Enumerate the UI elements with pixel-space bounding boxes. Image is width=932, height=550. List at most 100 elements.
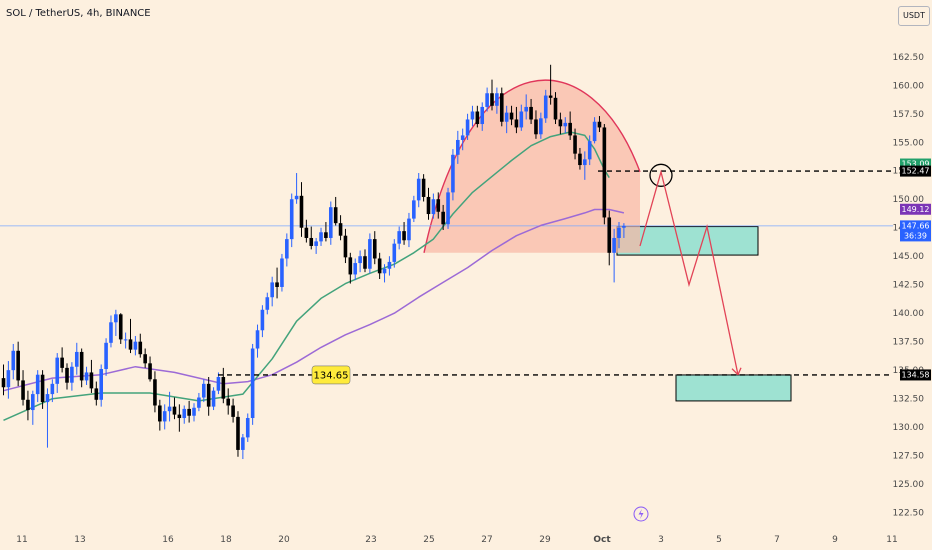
candle-body bbox=[70, 366, 74, 383]
ema-slow-line bbox=[3, 208, 625, 392]
y-tick-label: 155.00 bbox=[893, 138, 925, 148]
candle-body bbox=[250, 348, 255, 419]
y-tick-label: 127.50 bbox=[893, 452, 925, 462]
currency-button[interactable]: USDT bbox=[898, 6, 930, 26]
resistance-price-tag bbox=[900, 165, 931, 177]
candle-body bbox=[539, 118, 543, 135]
candle-body bbox=[162, 411, 167, 422]
candle-body bbox=[304, 227, 309, 238]
x-tick-label: Oct bbox=[593, 535, 611, 545]
x-tick-label: 23 bbox=[365, 535, 376, 545]
x-tick-label: 3 bbox=[658, 535, 664, 545]
candle-body bbox=[216, 377, 221, 391]
candle-body bbox=[368, 239, 372, 269]
candle-body bbox=[499, 93, 504, 122]
candle-body bbox=[353, 263, 358, 275]
candle-body bbox=[206, 383, 211, 407]
candle-body bbox=[328, 207, 333, 238]
candle-body bbox=[21, 380, 25, 400]
candle-body bbox=[45, 394, 50, 403]
candle-body bbox=[79, 351, 84, 381]
candle-body bbox=[255, 330, 260, 349]
candle-body bbox=[143, 354, 147, 364]
y-tick-label: 157.50 bbox=[893, 110, 925, 120]
candle-body bbox=[617, 227, 621, 238]
candle-body bbox=[50, 383, 55, 395]
candle-body bbox=[309, 237, 314, 246]
candle-body bbox=[314, 241, 318, 246]
candle-body bbox=[382, 268, 387, 274]
candle-body bbox=[128, 339, 133, 350]
candle-body bbox=[397, 231, 401, 244]
x-tick-label: 9 bbox=[832, 535, 838, 545]
candle-body bbox=[289, 199, 294, 240]
candle-body bbox=[431, 199, 436, 215]
candle-body bbox=[197, 397, 201, 408]
pattern-arc bbox=[423, 79, 641, 253]
candle-body bbox=[543, 95, 548, 119]
y-tick-label: 137.50 bbox=[893, 338, 925, 348]
candle-body bbox=[114, 314, 118, 323]
candle-body bbox=[563, 122, 568, 127]
highlight-circle bbox=[649, 163, 673, 187]
candle-body bbox=[123, 339, 128, 341]
lightning-icon bbox=[633, 506, 649, 522]
candle-body bbox=[485, 93, 489, 107]
candle-body bbox=[226, 398, 231, 406]
candle-body bbox=[548, 95, 553, 98]
candle-body bbox=[133, 341, 138, 350]
candle-body bbox=[504, 112, 509, 122]
candle-body bbox=[275, 282, 279, 287]
candle-body bbox=[573, 135, 577, 154]
x-tick-label: 11 bbox=[886, 535, 897, 545]
candle-body bbox=[343, 235, 348, 258]
candle-body bbox=[60, 357, 64, 368]
candle-body bbox=[421, 178, 426, 197]
y-tick-label: 160.00 bbox=[893, 81, 925, 91]
candle-body bbox=[109, 322, 113, 343]
candle-body bbox=[465, 119, 470, 136]
candle-body bbox=[451, 154, 455, 193]
x-tick-label: 29 bbox=[539, 535, 551, 545]
candle-body bbox=[338, 223, 343, 236]
candle-body bbox=[187, 408, 191, 416]
candle-body bbox=[612, 237, 616, 253]
target-zone-box bbox=[675, 374, 792, 402]
candle-body bbox=[153, 379, 157, 406]
ema-fast-tag bbox=[900, 158, 931, 170]
candle-body bbox=[348, 257, 353, 275]
candle-body bbox=[55, 357, 60, 384]
candle-body bbox=[299, 195, 304, 228]
candle-body bbox=[475, 111, 480, 125]
candle-body bbox=[534, 119, 538, 135]
y-tick-label: 142.50 bbox=[893, 281, 925, 291]
candle-body bbox=[407, 218, 411, 241]
candle-body bbox=[372, 239, 377, 259]
resistance-price-tag-text: 152.47 bbox=[902, 167, 930, 176]
y-tick-label: 145.00 bbox=[893, 252, 925, 262]
candle-body bbox=[265, 297, 270, 310]
y-tick-label: 125.00 bbox=[893, 480, 925, 490]
candle-body bbox=[16, 350, 20, 381]
candle-body bbox=[583, 159, 587, 166]
candle-body bbox=[6, 370, 11, 388]
x-tick-label: 25 bbox=[423, 535, 434, 545]
candle-body bbox=[192, 407, 196, 416]
projection-path bbox=[639, 169, 739, 375]
target-zone-box bbox=[616, 226, 759, 256]
candle-body bbox=[514, 119, 519, 128]
candle-body bbox=[592, 121, 597, 142]
candle-body bbox=[436, 199, 441, 212]
candle-body bbox=[480, 106, 485, 125]
candle-body bbox=[470, 111, 475, 120]
support-price-tag bbox=[900, 369, 931, 381]
candle-body bbox=[553, 97, 558, 120]
candle-body bbox=[529, 106, 533, 120]
projection-arrowhead bbox=[731, 367, 742, 376]
candle-body bbox=[270, 282, 274, 298]
candle-body bbox=[387, 261, 392, 269]
level-label-box bbox=[311, 365, 351, 385]
candle-body bbox=[138, 341, 143, 355]
candle-body bbox=[456, 139, 460, 155]
